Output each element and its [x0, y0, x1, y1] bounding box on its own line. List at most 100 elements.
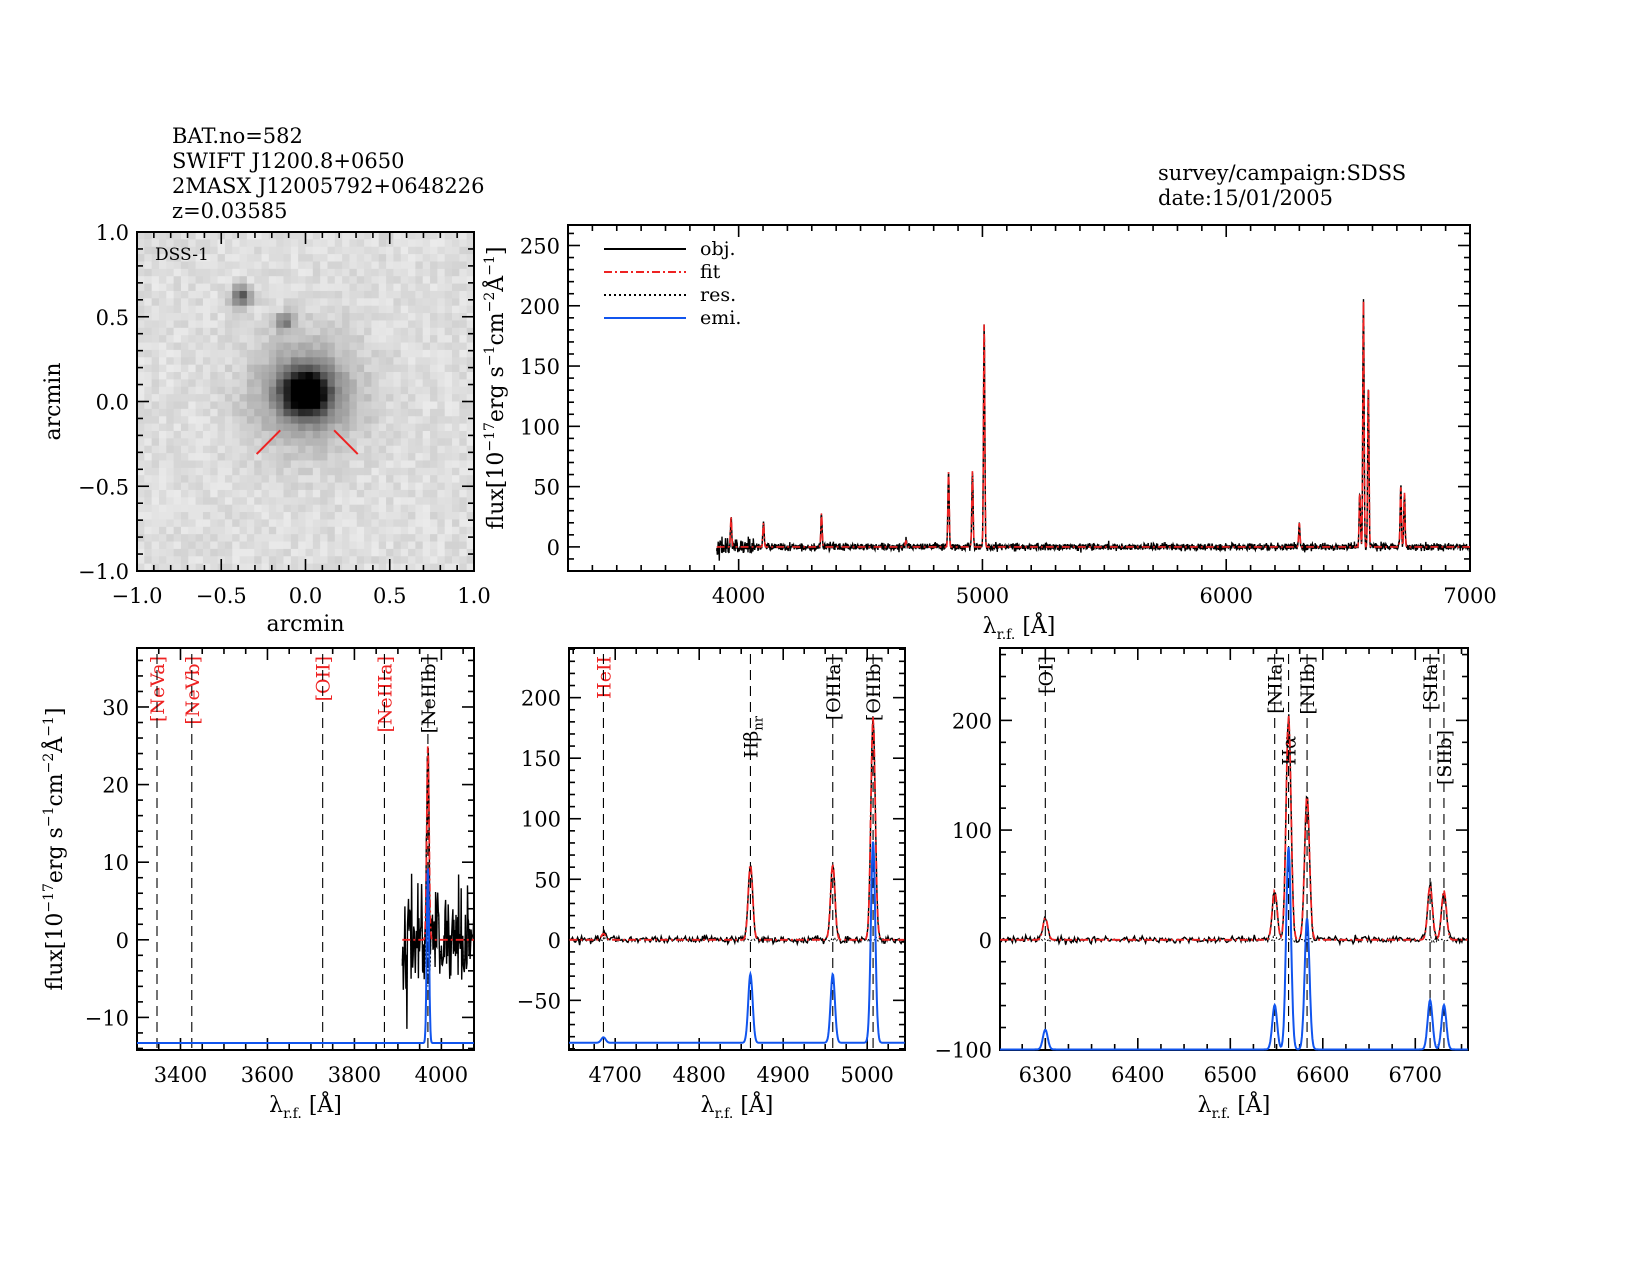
image-pixel [430, 386, 438, 395]
image-pixel [283, 386, 292, 395]
image-pixel [452, 526, 460, 535]
image-pixel [400, 430, 409, 439]
y-tick-label: 150 [520, 355, 560, 379]
image-pixel [217, 246, 226, 255]
image-pixel [202, 504, 211, 513]
image-pixel [166, 408, 175, 417]
image-pixel [386, 519, 394, 528]
image-pixel [261, 512, 270, 520]
image-pixel [246, 379, 255, 388]
image-pixel [268, 401, 277, 410]
plots: −1.0 −0.5 0.0 0.5 1.0−1.0−0.50.00.51.0DSS-1a… [40, 221, 1497, 1122]
image-pixel [437, 239, 446, 248]
image-pixel [400, 290, 409, 299]
image-pixel [327, 254, 336, 262]
image-pixel [268, 268, 277, 277]
image-pixel [261, 268, 270, 277]
image-pixel [437, 335, 446, 344]
y-tick-label: −0.5 [78, 475, 129, 499]
image-pixel [393, 526, 402, 535]
image-pixel [386, 475, 394, 484]
image-pixel [305, 453, 314, 461]
image-pixel [232, 305, 241, 314]
image-pixel [327, 563, 336, 572]
image-pixel [408, 460, 416, 469]
image-pixel [334, 283, 343, 292]
image-pixel [180, 290, 189, 299]
image-pixel [393, 239, 402, 248]
image-pixel [305, 357, 314, 366]
image-pixel [430, 298, 438, 307]
image-pixel [224, 283, 233, 292]
image-pixel [356, 563, 365, 572]
image-pixel [378, 519, 387, 528]
image-pixel [386, 357, 394, 366]
image-pixel [144, 497, 153, 506]
image-pixel [217, 327, 226, 336]
image-pixel [408, 342, 416, 351]
image-pixel [364, 394, 372, 402]
image-pixel [144, 453, 153, 461]
image-pixel [261, 246, 270, 255]
image-pixel [144, 394, 153, 402]
image-pixel [151, 290, 160, 299]
image-pixel [415, 305, 424, 314]
image-pixel [386, 268, 394, 277]
image-pixel [393, 327, 402, 336]
image-pixel [283, 313, 292, 321]
y-tick-label: 200 [521, 687, 561, 711]
image-pixel [422, 320, 431, 329]
image-pixel [342, 327, 350, 336]
y-axis-label-sup: −2 [482, 292, 498, 313]
image-pixel [349, 313, 358, 321]
image-pixel [210, 246, 219, 255]
line-label: [NeVa] [147, 656, 169, 722]
image-pixel [188, 489, 197, 498]
image-pixel [393, 298, 402, 307]
image-pixel [400, 379, 409, 388]
image-pixel [202, 445, 211, 454]
image-pixel [422, 394, 431, 402]
image-pixel [166, 541, 175, 550]
image-pixel [378, 541, 387, 550]
image-pixel [151, 320, 160, 329]
image-pixel [173, 548, 182, 557]
image-pixel [422, 541, 431, 550]
image-pixel [444, 254, 453, 262]
image-pixel [408, 239, 416, 248]
image-pixel [166, 467, 175, 476]
image-pixel [210, 379, 219, 388]
image-pixel [408, 313, 416, 321]
image-pixel [217, 364, 226, 373]
y-tick-label: −50 [517, 989, 561, 1013]
image-pixel [327, 276, 336, 285]
image-pixel [166, 364, 175, 373]
image-pixel [466, 298, 475, 307]
image-pixel [386, 313, 394, 321]
image-pixel [393, 563, 402, 572]
y-tick-label: −100 [934, 1038, 992, 1062]
image-pixel [466, 357, 475, 366]
image-pixel [327, 342, 336, 351]
image-pixel [217, 379, 226, 388]
image-pixel [422, 504, 431, 513]
image-pixel [305, 445, 314, 454]
image-pixel [158, 349, 167, 358]
image-pixel [356, 401, 365, 410]
image-pixel [342, 504, 350, 513]
image-pixel [283, 489, 292, 498]
x-tick-label: 6300 [1019, 1063, 1072, 1087]
image-pixel [268, 357, 277, 366]
image-pixel [415, 232, 424, 240]
image-pixel [246, 430, 255, 439]
y-axis-label: flux[10−17​erg s−1​cm−2​Å−1​] [481, 247, 509, 530]
image-pixel [195, 349, 204, 358]
image-pixel [459, 548, 468, 557]
image-pixel [342, 254, 350, 262]
image-pixel [452, 364, 460, 373]
image-pixel [166, 349, 175, 358]
image-pixel [371, 254, 380, 262]
image-pixel [276, 261, 285, 270]
plot-frame [568, 647, 906, 1051]
image-pixel [430, 453, 438, 461]
